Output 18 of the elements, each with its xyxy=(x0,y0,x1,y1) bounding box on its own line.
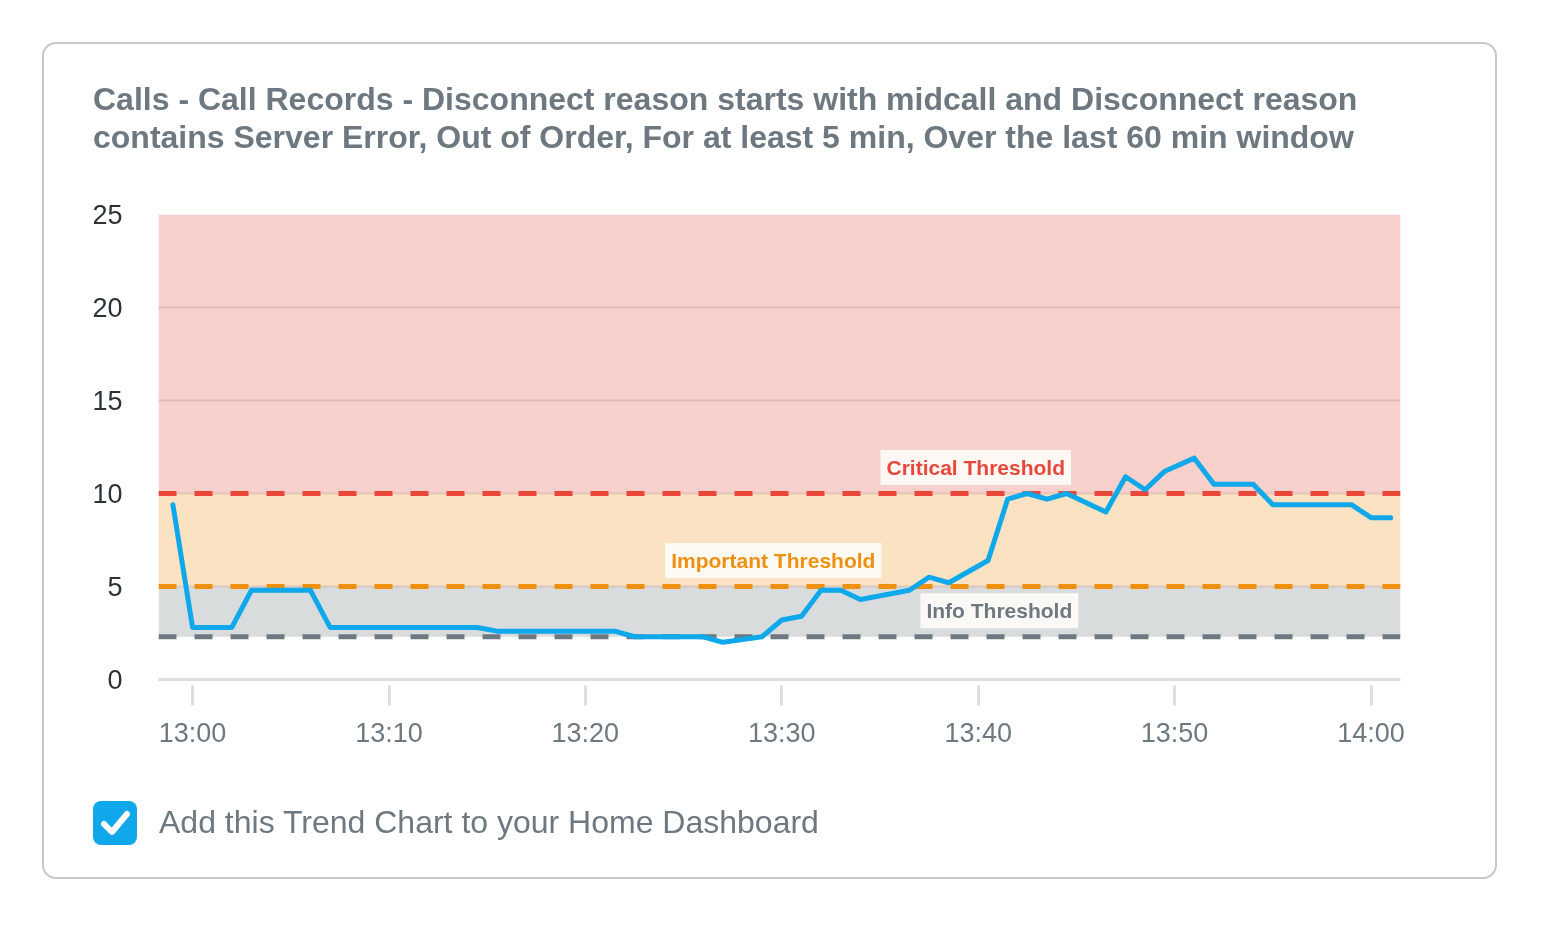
text: Add this Trend Chart to your Home Dashboard xyxy=(159,803,819,842)
y-tick-label: 20 xyxy=(92,293,123,323)
x-tick-label: 13:50 xyxy=(1140,717,1209,748)
y-tick-label: 15 xyxy=(92,386,123,416)
x-tick-label: 13:10 xyxy=(355,717,423,748)
y-tick-label: 10 xyxy=(92,479,123,509)
x-tick-label: 13:30 xyxy=(748,717,816,748)
x-tick-label: 13:00 xyxy=(158,717,227,748)
y-tick-label: 0 xyxy=(107,665,123,695)
chart-title: Calls - Call Records - Disconnect reason starts with midcall and Disconnect reason contains Server Error, Out of Order, For at least 5 min, Over the last 60 min window xyxy=(93,80,1359,156)
ref-line-label: Info Threshold xyxy=(926,599,1073,623)
y-tick-label: 25 xyxy=(92,200,123,230)
ref-line-label: Important Threshold xyxy=(671,549,876,572)
x-tick-label: 14:00 xyxy=(1337,717,1405,748)
x-tick-label: 13:20 xyxy=(551,717,620,748)
y-tick-label: 5 xyxy=(107,572,123,602)
x-tick-label: 13:40 xyxy=(944,717,1013,748)
ref-line-label: Critical Threshold xyxy=(886,456,1065,479)
